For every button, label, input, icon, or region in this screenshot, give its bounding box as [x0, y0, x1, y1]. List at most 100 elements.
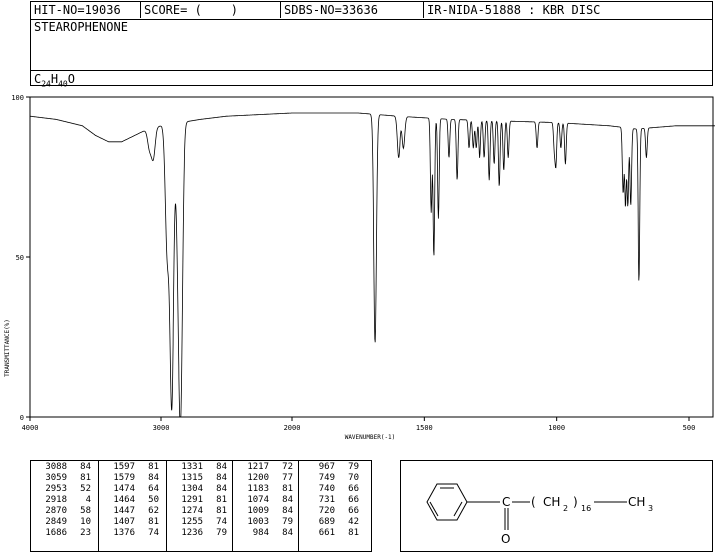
- peak-wavenumber: 2918: [45, 495, 67, 505]
- peak-row: 984 84: [233, 528, 298, 539]
- score-cell: SCORE= ( ): [141, 2, 281, 18]
- ir-nida-info: IR-NIDA-51888 : KBR DISC: [427, 3, 601, 17]
- peak-row: 1315 84: [167, 473, 232, 484]
- peak-transmittance: 72: [282, 462, 293, 472]
- peak-wavenumber: 1579: [113, 473, 135, 483]
- x-tick-label: 1000: [548, 424, 565, 432]
- peak-row: 1003 79: [233, 517, 298, 528]
- score-label: SCORE=: [144, 3, 188, 17]
- peak-transmittance: 10: [80, 517, 91, 527]
- peak-transmittance: 79: [282, 517, 293, 527]
- formula-c-count: 24: [41, 79, 51, 89]
- peak-wavenumber: 1183: [247, 484, 269, 494]
- peak-table: 3088 84 3059 81 2953 52 2918 4 2870 58 2849 10 1686 2…: [30, 460, 372, 552]
- peak-transmittance: 62: [148, 506, 159, 516]
- peak-transmittance: 81: [348, 528, 359, 538]
- compound-name: STEAROPHENONE: [34, 20, 128, 34]
- methylene-group: CH: [543, 495, 560, 509]
- spectrum-line: [30, 112, 715, 418]
- peak-wavenumber: 1376: [113, 528, 135, 538]
- peak-row: 1304 84: [167, 484, 232, 495]
- x-tick-label: 1500: [416, 424, 433, 432]
- peak-wavenumber: 1304: [181, 484, 203, 494]
- formula-h: H: [50, 72, 59, 86]
- x-tick-label: 3000: [153, 424, 170, 432]
- peak-transmittance: 66: [348, 506, 359, 516]
- x-tick-label: 2000: [284, 424, 301, 432]
- peak-wavenumber: 1236: [181, 528, 203, 538]
- peak-row: 1236 79: [167, 528, 232, 539]
- peak-row: 1183 81: [233, 484, 298, 495]
- repeat-count: 16: [581, 504, 591, 513]
- peak-row: 1464 50: [99, 495, 166, 506]
- peak-wavenumber: 731: [318, 495, 335, 505]
- formula-h-count: 40: [58, 79, 68, 89]
- peak-row: 1597 81: [99, 462, 166, 473]
- peak-wavenumber: 1217: [247, 462, 269, 472]
- peak-row: 1274 81: [167, 506, 232, 517]
- peak-column: 967 79 749 70 740 66 731 66 720 66 689 42 661 81: [299, 461, 371, 551]
- peak-row: 1331 84: [167, 462, 232, 473]
- peak-row: 689 42: [299, 517, 371, 528]
- peak-row: 1217 72: [233, 462, 298, 473]
- peak-row: 967 79: [299, 462, 371, 473]
- peak-wavenumber: 661: [318, 528, 335, 538]
- y-tick-label: 100: [11, 94, 24, 102]
- peak-transmittance: 81: [148, 462, 159, 472]
- peak-transmittance: 84: [216, 473, 227, 483]
- peak-transmittance: 52: [80, 484, 91, 494]
- methylene-subscript: 2: [563, 504, 568, 513]
- peak-transmittance: 84: [80, 462, 91, 472]
- peak-wavenumber: 1074: [247, 495, 269, 505]
- peak-row: 749 70: [299, 473, 371, 484]
- peak-transmittance: 77: [282, 473, 293, 483]
- plot-frame: [29, 96, 714, 418]
- x-axis-label: WAVENUMBER(-1): [345, 434, 396, 441]
- formula-o: O: [67, 72, 75, 86]
- peak-row: 1579 84: [99, 473, 166, 484]
- peak-transmittance: 79: [348, 462, 359, 472]
- peak-row: 2849 10: [31, 517, 98, 528]
- peak-row: 1009 84: [233, 506, 298, 517]
- molecular-formula: C24H40O: [31, 70, 712, 89]
- peak-transmittance: 74: [148, 528, 159, 538]
- peak-wavenumber: 967: [318, 462, 335, 472]
- peak-wavenumber: 689: [318, 517, 335, 527]
- peak-transmittance: 70: [348, 473, 359, 483]
- peak-transmittance: 84: [282, 506, 293, 516]
- x-tick-label: 500: [683, 424, 696, 432]
- peak-wavenumber: 1315: [181, 473, 203, 483]
- peak-wavenumber: 1464: [113, 495, 135, 505]
- y-tick-label: 0: [20, 414, 24, 422]
- peak-row: 2870 58: [31, 506, 98, 517]
- peak-row: 720 66: [299, 506, 371, 517]
- peak-wavenumber: 1003: [247, 517, 269, 527]
- methyl-subscript: 3: [648, 504, 653, 513]
- sdbs-number: SDBS-NO=33636: [281, 2, 424, 18]
- peak-row: 2953 52: [31, 484, 98, 495]
- x-tick-label: 4000: [22, 424, 39, 432]
- peak-column: 1217 72 1200 77 1183 81 1074 84 1009 84 1003 79 984 8…: [233, 461, 299, 551]
- peak-transmittance: 81: [148, 517, 159, 527]
- peak-column: 1331 84 1315 84 1304 84 1291 81 1274 81 1255 74 1236…: [167, 461, 233, 551]
- chemical-structure: C O ( CH 2 ) 16 CH 3: [400, 460, 713, 552]
- y-axis-label: TRANSMITTANCE(%): [4, 319, 11, 377]
- peak-row: 731 66: [299, 495, 371, 506]
- peak-row: 2918 4: [31, 495, 98, 506]
- peak-wavenumber: 1009: [247, 506, 269, 516]
- peak-wavenumber: 2953: [45, 484, 67, 494]
- peak-transmittance: 64: [148, 484, 159, 494]
- peak-transmittance: 74: [216, 517, 227, 527]
- peak-row: 1291 81: [167, 495, 232, 506]
- peak-row: 1200 77: [233, 473, 298, 484]
- y-tick-label: 50: [16, 254, 24, 262]
- peak-transmittance: 66: [348, 484, 359, 494]
- formula-c: C: [34, 72, 42, 86]
- peak-wavenumber: 1255: [181, 517, 203, 527]
- peak-transmittance: 84: [282, 495, 293, 505]
- spectrum-header: HIT-NO=19036 SCORE= ( ) SDBS-NO=33636 IR…: [30, 1, 713, 89]
- peak-wavenumber: 1274: [181, 506, 203, 516]
- peak-wavenumber: 1474: [113, 484, 135, 494]
- peak-wavenumber: 2870: [45, 506, 67, 516]
- peak-wavenumber: 3088: [45, 462, 67, 472]
